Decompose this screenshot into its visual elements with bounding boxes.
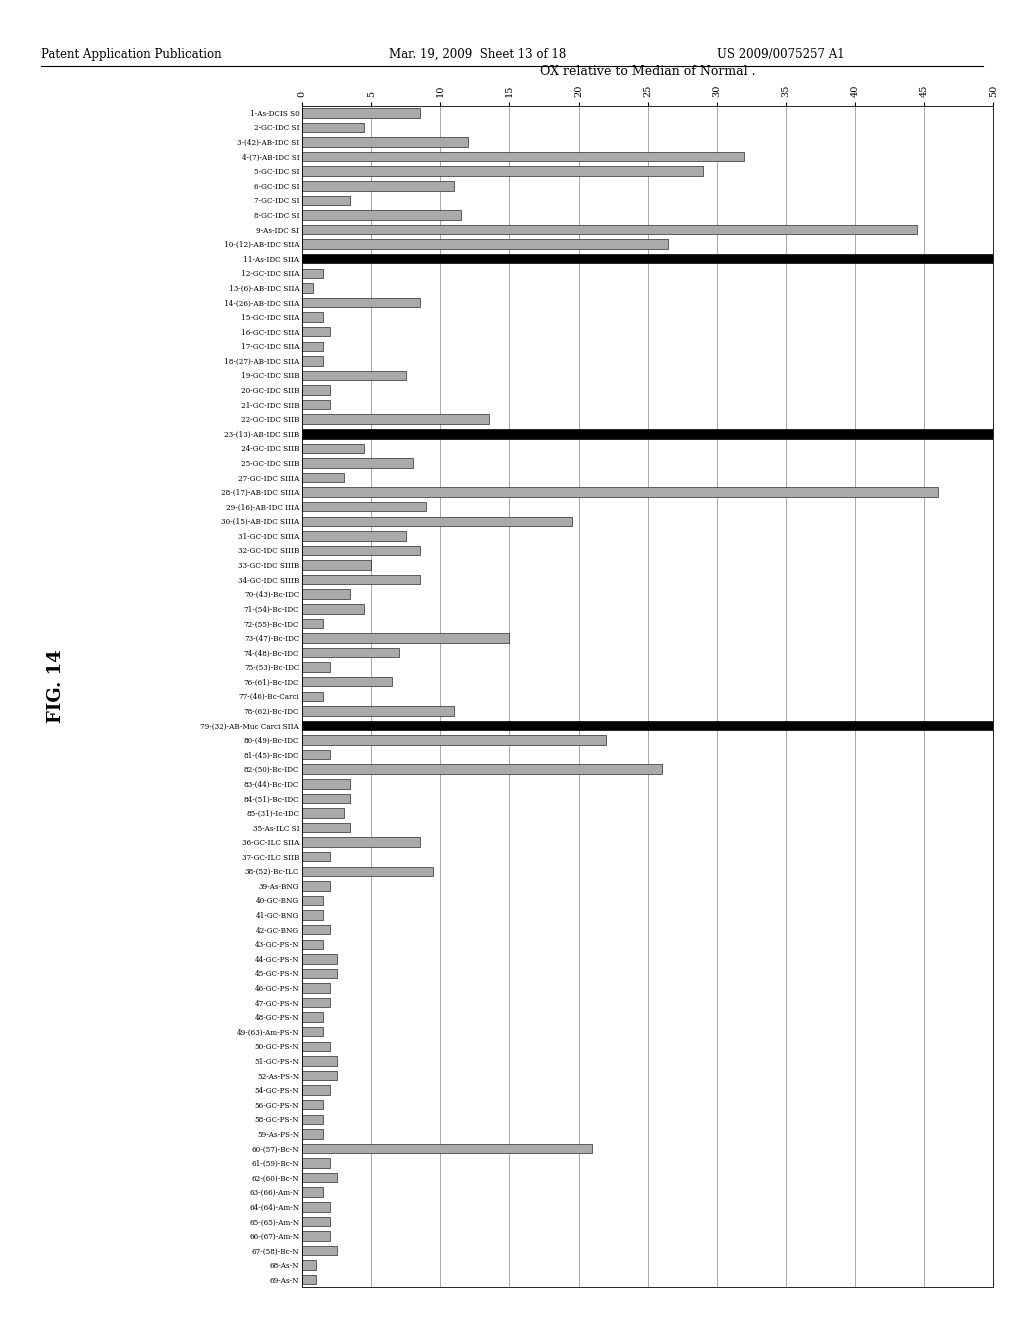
Bar	[302, 1203, 330, 1212]
Bar	[302, 1158, 330, 1168]
Bar	[302, 764, 662, 774]
Text: Patent Application Publication: Patent Application Publication	[41, 48, 221, 61]
Bar	[302, 268, 323, 279]
Bar	[302, 837, 420, 847]
Bar	[302, 400, 330, 409]
Bar	[302, 560, 371, 570]
Bar	[302, 1071, 337, 1080]
Bar	[302, 502, 426, 511]
Bar	[302, 313, 323, 322]
Bar	[302, 152, 744, 161]
Bar	[302, 1246, 337, 1255]
Bar	[302, 1275, 315, 1284]
Bar	[302, 1056, 337, 1065]
Bar	[302, 1129, 323, 1139]
Bar	[302, 239, 669, 249]
Bar	[302, 750, 330, 759]
Bar	[302, 634, 510, 643]
Bar	[302, 342, 323, 351]
Bar	[302, 911, 323, 920]
Bar	[302, 882, 330, 891]
Bar	[302, 516, 571, 525]
Bar	[302, 327, 330, 337]
Bar	[302, 822, 350, 833]
Bar	[302, 590, 350, 599]
Bar	[302, 677, 392, 686]
Bar	[302, 181, 455, 190]
Text: FIG. 14: FIG. 14	[47, 649, 66, 723]
Bar	[302, 253, 993, 264]
Bar	[302, 108, 420, 117]
Bar	[302, 195, 350, 205]
Bar	[302, 1041, 330, 1051]
Bar	[302, 954, 337, 964]
Bar	[302, 793, 350, 803]
Bar	[302, 1027, 323, 1036]
Bar	[302, 487, 938, 496]
Bar	[302, 851, 330, 862]
Bar	[302, 925, 330, 935]
Bar	[302, 473, 344, 482]
Bar	[302, 545, 420, 556]
Bar	[302, 779, 350, 788]
Bar	[302, 284, 313, 293]
Bar	[302, 123, 365, 132]
Text: US 2009/0075257 A1: US 2009/0075257 A1	[717, 48, 845, 61]
Bar	[302, 444, 365, 453]
Bar	[302, 969, 337, 978]
Bar	[302, 663, 330, 672]
Bar	[302, 721, 993, 730]
Bar	[302, 1114, 323, 1125]
Bar	[302, 605, 365, 614]
Bar	[302, 735, 606, 744]
Bar	[302, 137, 468, 147]
Bar	[302, 1012, 323, 1022]
Bar	[302, 458, 413, 467]
Bar	[302, 1173, 337, 1183]
Bar	[302, 576, 420, 585]
Bar	[302, 224, 918, 235]
Bar	[302, 1217, 330, 1226]
Bar	[302, 1143, 592, 1154]
Bar	[302, 531, 406, 541]
Bar	[302, 1261, 315, 1270]
Bar	[302, 1085, 330, 1094]
Bar	[302, 896, 323, 906]
Title: OX relative to Median of Normal .: OX relative to Median of Normal .	[540, 65, 756, 78]
Bar	[302, 414, 488, 424]
Bar	[302, 998, 330, 1007]
Bar	[302, 166, 703, 176]
Bar	[302, 706, 455, 715]
Bar	[302, 1188, 323, 1197]
Bar	[302, 371, 406, 380]
Bar	[302, 867, 433, 876]
Bar	[302, 385, 330, 395]
Bar	[302, 808, 344, 817]
Bar	[302, 356, 323, 366]
Bar	[302, 983, 330, 993]
Bar	[302, 648, 399, 657]
Bar	[302, 692, 323, 701]
Bar	[302, 619, 323, 628]
Bar	[302, 298, 420, 308]
Bar	[302, 1232, 330, 1241]
Text: Mar. 19, 2009  Sheet 13 of 18: Mar. 19, 2009 Sheet 13 of 18	[389, 48, 566, 61]
Bar	[302, 429, 993, 438]
Bar	[302, 1100, 323, 1109]
Bar	[302, 210, 461, 219]
Bar	[302, 940, 323, 949]
